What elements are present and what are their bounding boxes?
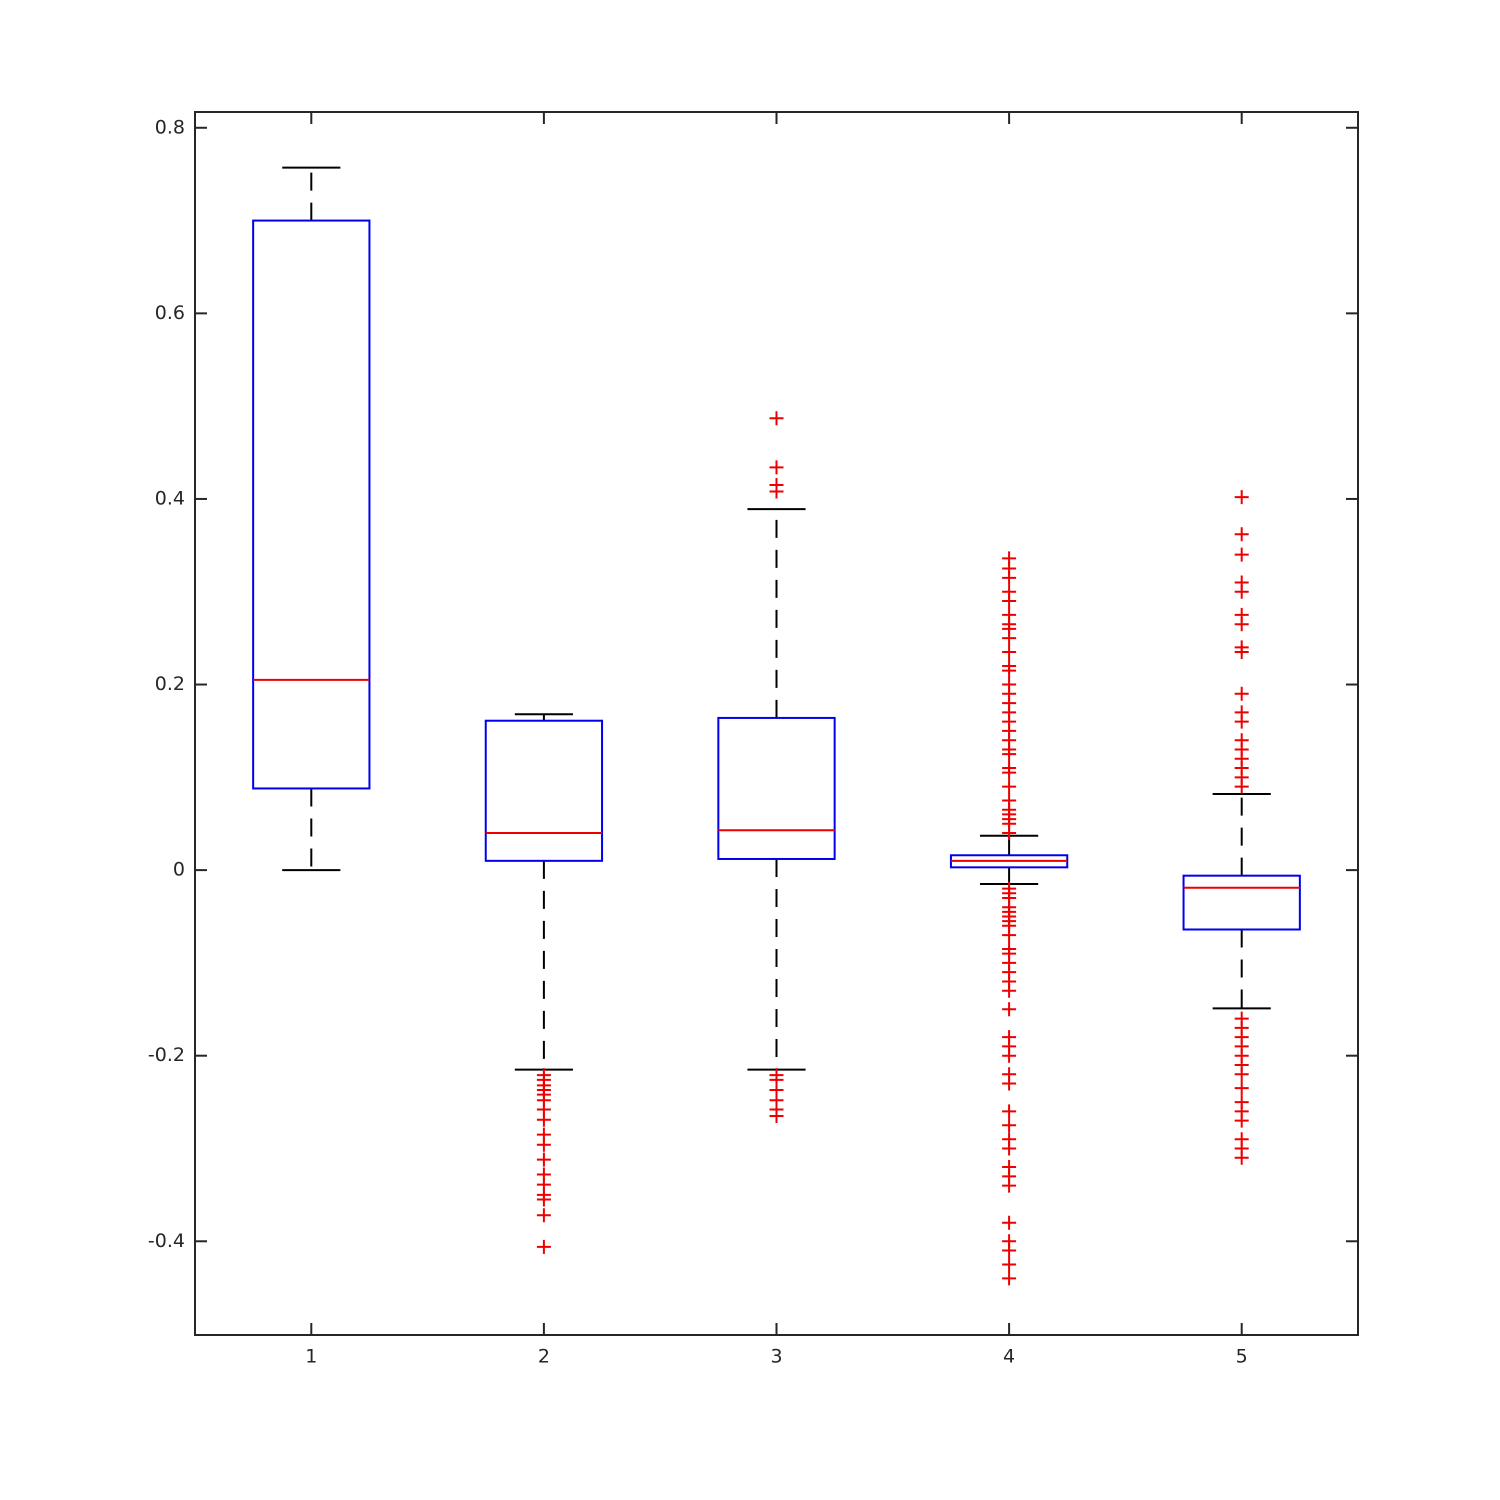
outlier [1002, 1141, 1017, 1156]
outlier [769, 460, 784, 475]
outlier [1234, 617, 1249, 632]
x-tick-label: 5 [1236, 1346, 1248, 1368]
outlier [1002, 825, 1017, 840]
outlier [1234, 645, 1249, 660]
outlier [1234, 490, 1249, 505]
outlier [1002, 1257, 1017, 1272]
y-tick-label: 0.8 [155, 116, 185, 138]
outlier [1002, 765, 1017, 780]
outlier [536, 1137, 551, 1152]
outlier [769, 484, 784, 499]
outlier [1234, 527, 1249, 542]
outlier [1234, 547, 1249, 562]
y-tick-label: 0 [173, 859, 185, 881]
outlier [536, 1112, 551, 1127]
outlier [1002, 1002, 1017, 1017]
outlier [1234, 686, 1249, 701]
outlier [1002, 1104, 1017, 1119]
outlier [1002, 928, 1017, 943]
outlier [1002, 645, 1017, 660]
outlier [1234, 779, 1249, 794]
outlier [536, 1192, 551, 1207]
x-tick-label: 3 [770, 1346, 782, 1368]
box [484, 719, 604, 862]
outlier [1002, 631, 1017, 646]
outlier [1002, 570, 1017, 585]
outlier [1002, 1215, 1017, 1230]
outlier [769, 1109, 784, 1124]
box [1182, 874, 1301, 931]
outlier [1002, 594, 1017, 609]
x-tick-label: 4 [1003, 1346, 1015, 1368]
outlier [536, 1208, 551, 1223]
outlier [1234, 1113, 1249, 1128]
outlier [1002, 1271, 1017, 1286]
outlier [1234, 714, 1249, 729]
outlier [769, 411, 784, 426]
box [252, 219, 371, 790]
outlier [1002, 1048, 1017, 1063]
outlier [1002, 1178, 1017, 1193]
outlier [1234, 1067, 1249, 1082]
y-tick-label: -0.2 [148, 1044, 185, 1066]
outlier [1002, 1243, 1017, 1258]
box [717, 716, 836, 860]
outlier [536, 1152, 551, 1167]
y-tick-label: 0.2 [155, 673, 185, 695]
outlier [1002, 1076, 1017, 1091]
outlier [1002, 747, 1017, 762]
outlier [536, 1239, 551, 1254]
outlier [1002, 779, 1017, 794]
outlier [1002, 1118, 1017, 1133]
outlier [1002, 983, 1017, 998]
y-tick-label: 0.4 [155, 487, 185, 509]
y-tick-label: -0.4 [148, 1230, 185, 1252]
y-tick-label: 0.6 [155, 302, 185, 324]
outlier [1234, 1081, 1249, 1096]
x-tick-label: 2 [538, 1346, 550, 1368]
x-tick-label: 1 [305, 1346, 317, 1368]
outlier [1002, 663, 1017, 678]
outlier [1234, 584, 1249, 599]
outlier [1234, 1150, 1249, 1165]
